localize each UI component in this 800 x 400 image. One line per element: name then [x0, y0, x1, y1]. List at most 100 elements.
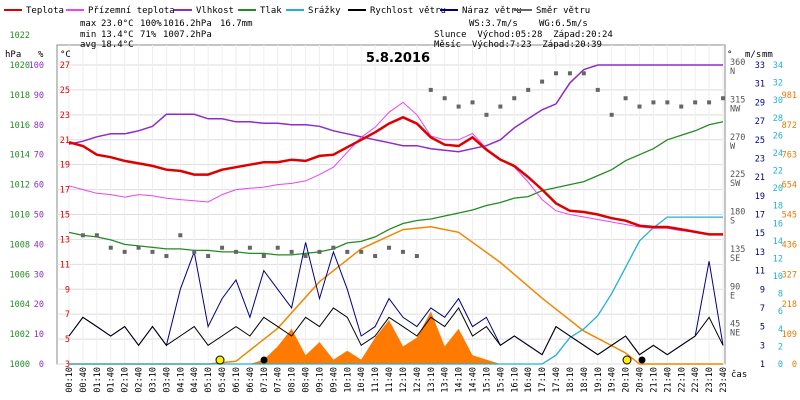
pct-tick-label: 100 — [29, 61, 44, 71]
wind-dir-point — [456, 104, 461, 109]
moonrise-marker — [260, 356, 268, 364]
hpa-tick-label: 1022 — [10, 31, 30, 41]
pct-tick-label: 40 — [34, 240, 44, 250]
x-tick-label: 23:10 — [705, 367, 715, 393]
dir-tick-label: 135 — [730, 245, 745, 255]
wind-speed-line — [68, 306, 724, 356]
legend-label: Vlhkost — [196, 6, 234, 16]
x-tick-label: 01:40 — [107, 367, 117, 393]
hpa-tick-label: 1020 — [10, 61, 30, 71]
hpa-tick-label: 1010 — [10, 211, 30, 221]
pct-tick-label: 90 — [34, 91, 44, 101]
stat-max-temp: 23.0°C — [101, 19, 134, 29]
stat-max-press: 1016.2hPa — [163, 19, 212, 29]
legend-label: Srážky — [308, 6, 341, 16]
stat-avg-label: avg — [80, 40, 96, 50]
wind-dir-point — [373, 254, 378, 259]
x-tick-label: 20:40 — [636, 367, 646, 393]
wind-dir-point — [540, 79, 545, 84]
hpa-axis-label: hPa — [5, 50, 21, 60]
mm-tick-label: 2 — [778, 342, 783, 352]
x-tick-label: 16:10 — [510, 367, 520, 393]
temperature-line — [68, 115, 723, 236]
legend: Teplota Přízemní teplota Vlhkost Tlak Srážky… — [4, 6, 590, 16]
x-tick-label: 06:40 — [246, 367, 256, 393]
pct-tick-label: 30 — [34, 270, 44, 280]
mm-tick-label: 6 — [778, 307, 783, 317]
x-tick-label: 18:40 — [580, 367, 590, 393]
x-tick-label: 04:40 — [190, 367, 200, 393]
ms-tick-label: 31 — [755, 80, 765, 90]
ms-tick-label: 25 — [755, 136, 765, 146]
dir-tick-label: 270 — [730, 133, 745, 143]
wind-dir-point — [428, 87, 433, 92]
x-tick-label: 19:10 — [594, 367, 604, 393]
wind-dir-point — [414, 254, 419, 259]
ms-tick-label: 13 — [755, 248, 765, 258]
wind-dir-point — [651, 100, 656, 105]
dir-tick-label: 225 — [730, 170, 745, 180]
mm-tick-label: 26 — [773, 131, 783, 141]
x-tick-label: 17:40 — [552, 367, 562, 393]
wind-dir-point — [150, 249, 155, 254]
dir-tick-label: 315 — [730, 95, 745, 105]
x-tick-label: 01:10 — [93, 367, 103, 393]
wg-value: WG:6.5m/s — [539, 19, 588, 29]
hpa-tick-label: 1012 — [10, 181, 30, 191]
wind-dir-point — [206, 254, 211, 259]
wm2-tick-label: 763 — [782, 151, 797, 161]
legend-label: Náraz větru — [462, 6, 522, 16]
mm-tick-label: 34 — [773, 61, 783, 71]
ms-tick-label: 11 — [755, 267, 765, 277]
wind-dir-point — [554, 71, 559, 76]
wm2-tick-label: 0 — [792, 360, 797, 370]
wind-dir-point — [164, 254, 169, 259]
dir-tick-name: NW — [730, 104, 741, 114]
stat-avg-temp: 18.4°C — [101, 40, 134, 50]
x-tick-label: 14:10 — [455, 367, 465, 393]
wm2-tick-label: 872 — [782, 121, 797, 131]
pressure-line — [68, 121, 724, 256]
x-tick-label: 22:40 — [691, 367, 701, 393]
wind-dir-point — [275, 245, 280, 250]
pct-tick-label: 70 — [34, 151, 44, 161]
pct-tick-label: 20 — [34, 300, 44, 310]
hpa-tick-label: 1018 — [10, 91, 30, 101]
wind-dir-point — [261, 254, 266, 259]
dir-tick-name: NE — [730, 329, 740, 339]
c-tick-label: 21 — [60, 136, 70, 146]
hpa-tick-label: 1002 — [10, 330, 30, 340]
x-tick-label: 08:40 — [302, 367, 312, 393]
chart-title: 5.8.2016 — [366, 51, 430, 66]
mm-tick-label: 8 — [778, 290, 783, 300]
c-tick-label: 17 — [60, 186, 70, 196]
wind-dir-point — [637, 104, 642, 109]
c-tick-label: 13 — [60, 235, 70, 245]
x-tick-label: 07:10 — [260, 367, 270, 393]
wind-dir-point — [679, 104, 684, 109]
stat-min-press: 1007.2hPa — [163, 30, 212, 40]
x-tick-label: 03:10 — [148, 367, 158, 393]
wind-dir-point — [122, 249, 127, 254]
ms-tick-label: 7 — [760, 304, 765, 314]
wind-dir-point — [317, 249, 322, 254]
dir-tick-name: E — [730, 291, 735, 301]
wind-dir-point — [303, 254, 308, 259]
pct-tick-label: 60 — [34, 181, 44, 191]
x-tick-label: 09:40 — [329, 367, 339, 393]
wind-dir-point — [581, 71, 586, 76]
stat-min-hum: 71% — [140, 30, 157, 40]
x-tick-label: 05:10 — [204, 367, 214, 393]
c-tick-label: 25 — [60, 86, 70, 96]
c-axis-label: °C — [60, 50, 71, 60]
mm-tick-label: 28 — [773, 114, 783, 124]
wind-dir-point — [247, 245, 252, 250]
plot-area — [56, 44, 726, 365]
x-tick-label: 11:10 — [371, 367, 381, 393]
pct-axis-label: % — [38, 50, 44, 60]
wind-dir-point — [136, 245, 141, 250]
legend-label: Přízemní teplota — [88, 6, 175, 16]
pct-tick-label: 10 — [34, 330, 44, 340]
x-tick-label: 05:40 — [218, 367, 228, 393]
